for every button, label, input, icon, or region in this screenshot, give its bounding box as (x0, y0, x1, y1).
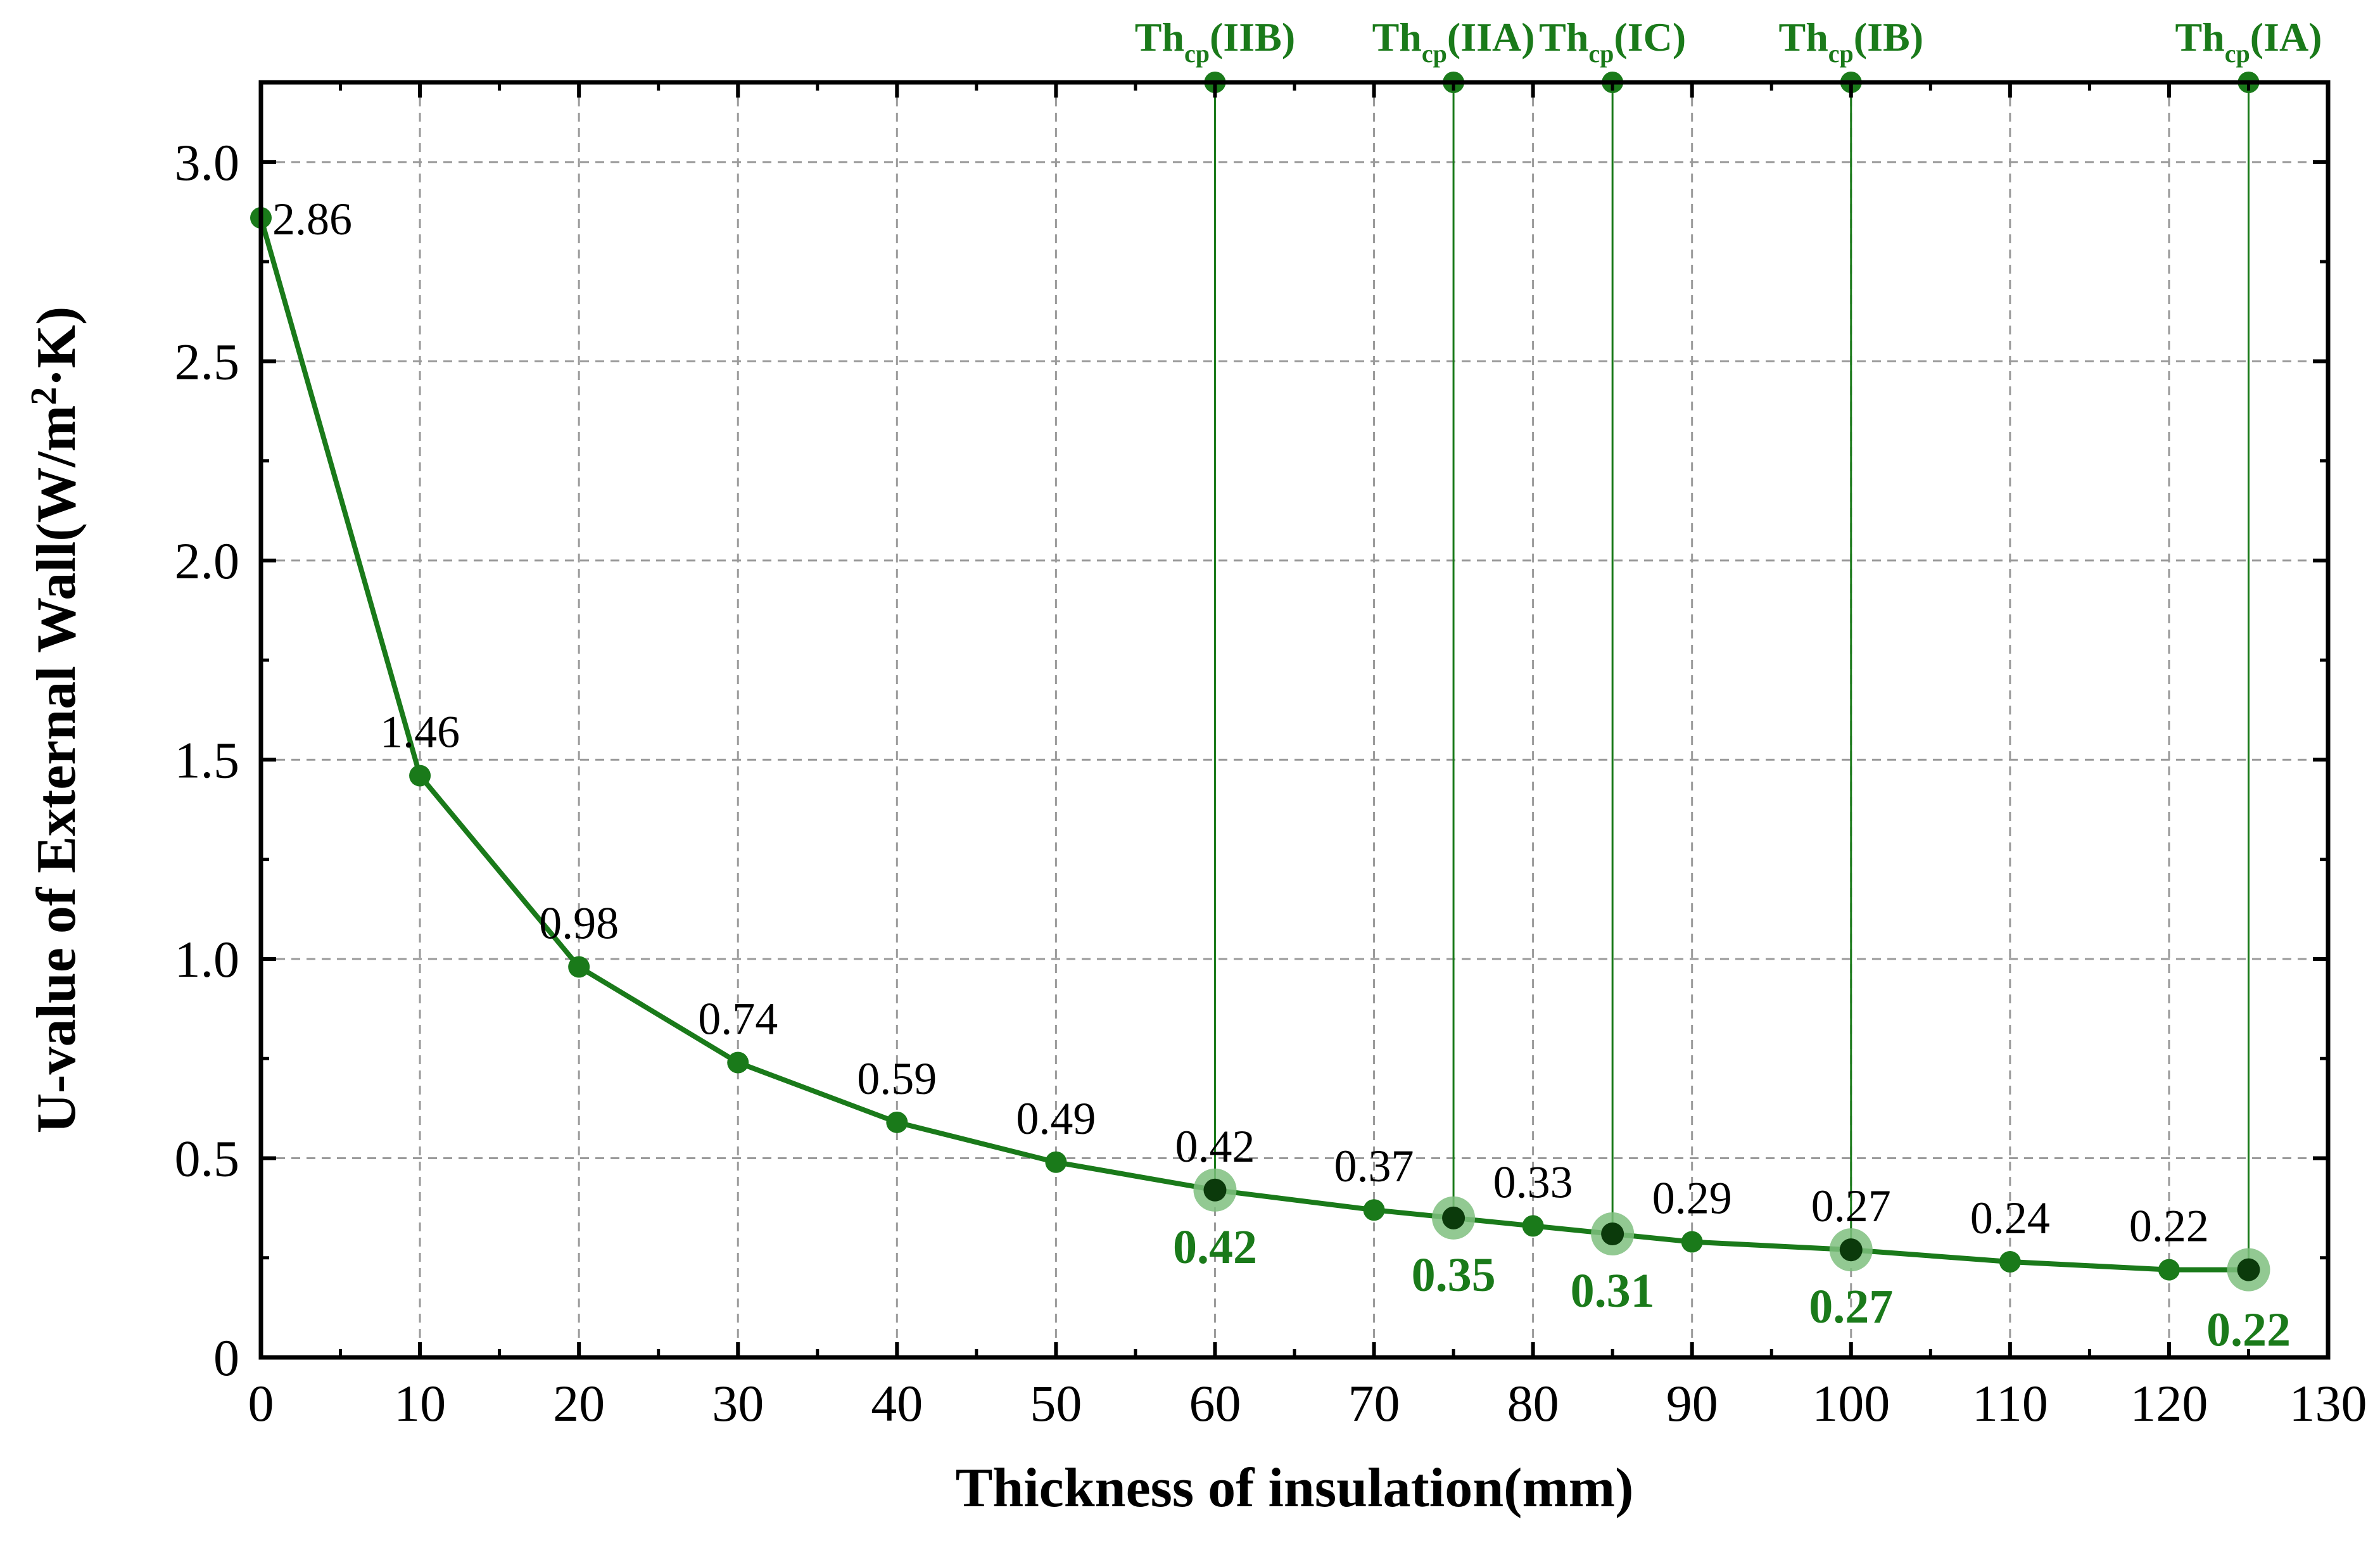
critical-threshold-label-tail: (IA) (2250, 15, 2322, 60)
critical-threshold-label-main: Th (1539, 15, 1588, 60)
data-point (1522, 1215, 1544, 1237)
critical-point (2237, 1258, 2260, 1281)
data-label: 0.42 (1175, 1121, 1255, 1172)
x-tick-label: 90 (1666, 1375, 1718, 1432)
x-tick-label: 40 (871, 1375, 923, 1432)
critical-threshold-label-main: Th (2175, 15, 2224, 60)
data-label: 0.37 (1334, 1141, 1414, 1191)
critical-threshold-label-sub: cp (1422, 39, 1447, 68)
y-tick-label: 0 (213, 1329, 239, 1387)
y-tick-label: 2.0 (175, 532, 240, 590)
critical-threshold-label-tail: (IB) (1854, 15, 1923, 60)
critical-value-label: 0.31 (1571, 1264, 1655, 1318)
y-axis-title-main: U-value of External Wall(W/m (26, 405, 87, 1134)
series (258, 215, 2251, 1273)
y-axis-title: U-value of External Wall(W/m2·K) (23, 307, 87, 1134)
critical-threshold-label: Thcp(IC) (1539, 15, 1686, 68)
y-tick-label: 1.0 (175, 930, 240, 988)
critical-point (1601, 1222, 1624, 1245)
x-tick-label: 0 (248, 1375, 274, 1432)
data-label: 0.49 (1016, 1093, 1096, 1144)
y-axis-title-superscript: 2 (23, 387, 64, 405)
critical-threshold-label-sub: cp (1588, 39, 1614, 68)
critical-value-label: 0.27 (1809, 1280, 1893, 1333)
x-tick-label: 130 (2289, 1375, 2367, 1432)
x-tick-label: 30 (712, 1375, 764, 1432)
critical-threshold-label: Thcp(IA) (2175, 15, 2322, 68)
critical-threshold-label-sub: cp (1184, 39, 1210, 68)
data-label: 0.33 (1493, 1157, 1573, 1207)
data-label: 1.46 (380, 707, 460, 758)
critical-threshold-label-sub: cp (2225, 39, 2250, 68)
critical-point (1442, 1206, 1465, 1229)
critical-threshold-label-tail: (IIA) (1447, 15, 1535, 60)
critical-threshold-label-main: Th (1372, 15, 1422, 60)
y-tick-label: 2.5 (175, 333, 240, 390)
x-tick-label: 120 (2130, 1375, 2208, 1432)
critical-threshold-label-sub: cp (1828, 39, 1854, 68)
data-point (1681, 1231, 1703, 1253)
x-tick-label: 20 (553, 1375, 605, 1432)
critical-value-label: 0.22 (2206, 1304, 2291, 1357)
data-point (1999, 1251, 2021, 1273)
critical-threshold-label-main: Th (1779, 15, 1828, 60)
x-tick-label: 50 (1030, 1375, 1082, 1432)
y-tick-label: 1.5 (175, 731, 240, 789)
critical-threshold-label-main: Th (1135, 15, 1184, 60)
data-label: 0.59 (857, 1053, 937, 1104)
data-point (568, 956, 590, 978)
data-point (886, 1111, 908, 1133)
critical-point (1839, 1238, 1863, 1262)
data-points (250, 72, 2270, 1292)
critical-value-label: 0.42 (1173, 1221, 1257, 1274)
x-tick-label: 70 (1348, 1375, 1400, 1432)
x-axis-title: Thickness of insulation(mm) (956, 1457, 1634, 1519)
data-point (1363, 1199, 1385, 1221)
critical-point (1203, 1178, 1227, 1202)
data-label: 0.29 (1652, 1173, 1732, 1224)
data-labels: Thcp(IIB)0.42Thcp(IIA)0.35Thcp(IC)0.31Th… (272, 15, 2322, 1357)
plot-frame (258, 80, 2331, 1360)
data-point (1045, 1151, 1067, 1173)
x-tick-label: 10 (394, 1375, 446, 1432)
critical-threshold-label: Thcp(IB) (1779, 15, 1924, 68)
y-tick-label: 0.5 (175, 1129, 240, 1187)
critical-vertical-lines (1213, 82, 2250, 1270)
data-point (409, 765, 431, 787)
data-label: 0.74 (698, 993, 778, 1044)
critical-threshold-label: Thcp(IIB) (1135, 15, 1295, 68)
data-point (2158, 1259, 2180, 1281)
critical-value-label: 0.35 (1412, 1248, 1496, 1302)
x-tick-label: 110 (1972, 1375, 2048, 1432)
data-label: 0.27 (1811, 1181, 1891, 1231)
data-label: 0.24 (1970, 1193, 2050, 1243)
data-label: 0.22 (2129, 1201, 2209, 1252)
critical-threshold-label-tail: (IIB) (1210, 15, 1295, 60)
critical-threshold-label: Thcp(IIA) (1372, 15, 1535, 68)
x-tick-label: 60 (1189, 1375, 1241, 1432)
critical-threshold-label-tail: (IC) (1614, 15, 1686, 60)
grid (261, 82, 2328, 1357)
y-tick-label: 3.0 (175, 134, 240, 191)
data-label: 0.98 (539, 898, 619, 949)
x-tick-label: 100 (1812, 1375, 1890, 1432)
x-tick-label: 80 (1507, 1375, 1559, 1432)
data-label: 2.86 (272, 194, 352, 244)
series-line-u-value (258, 215, 2251, 1273)
data-point (727, 1051, 749, 1074)
axes: 0 10 20 30 40 50 60 70 80 90 100 110 120 130 0 0.5 1.0 1.… (175, 80, 2367, 1432)
y-axis-title-tail: ·K) (26, 307, 87, 387)
